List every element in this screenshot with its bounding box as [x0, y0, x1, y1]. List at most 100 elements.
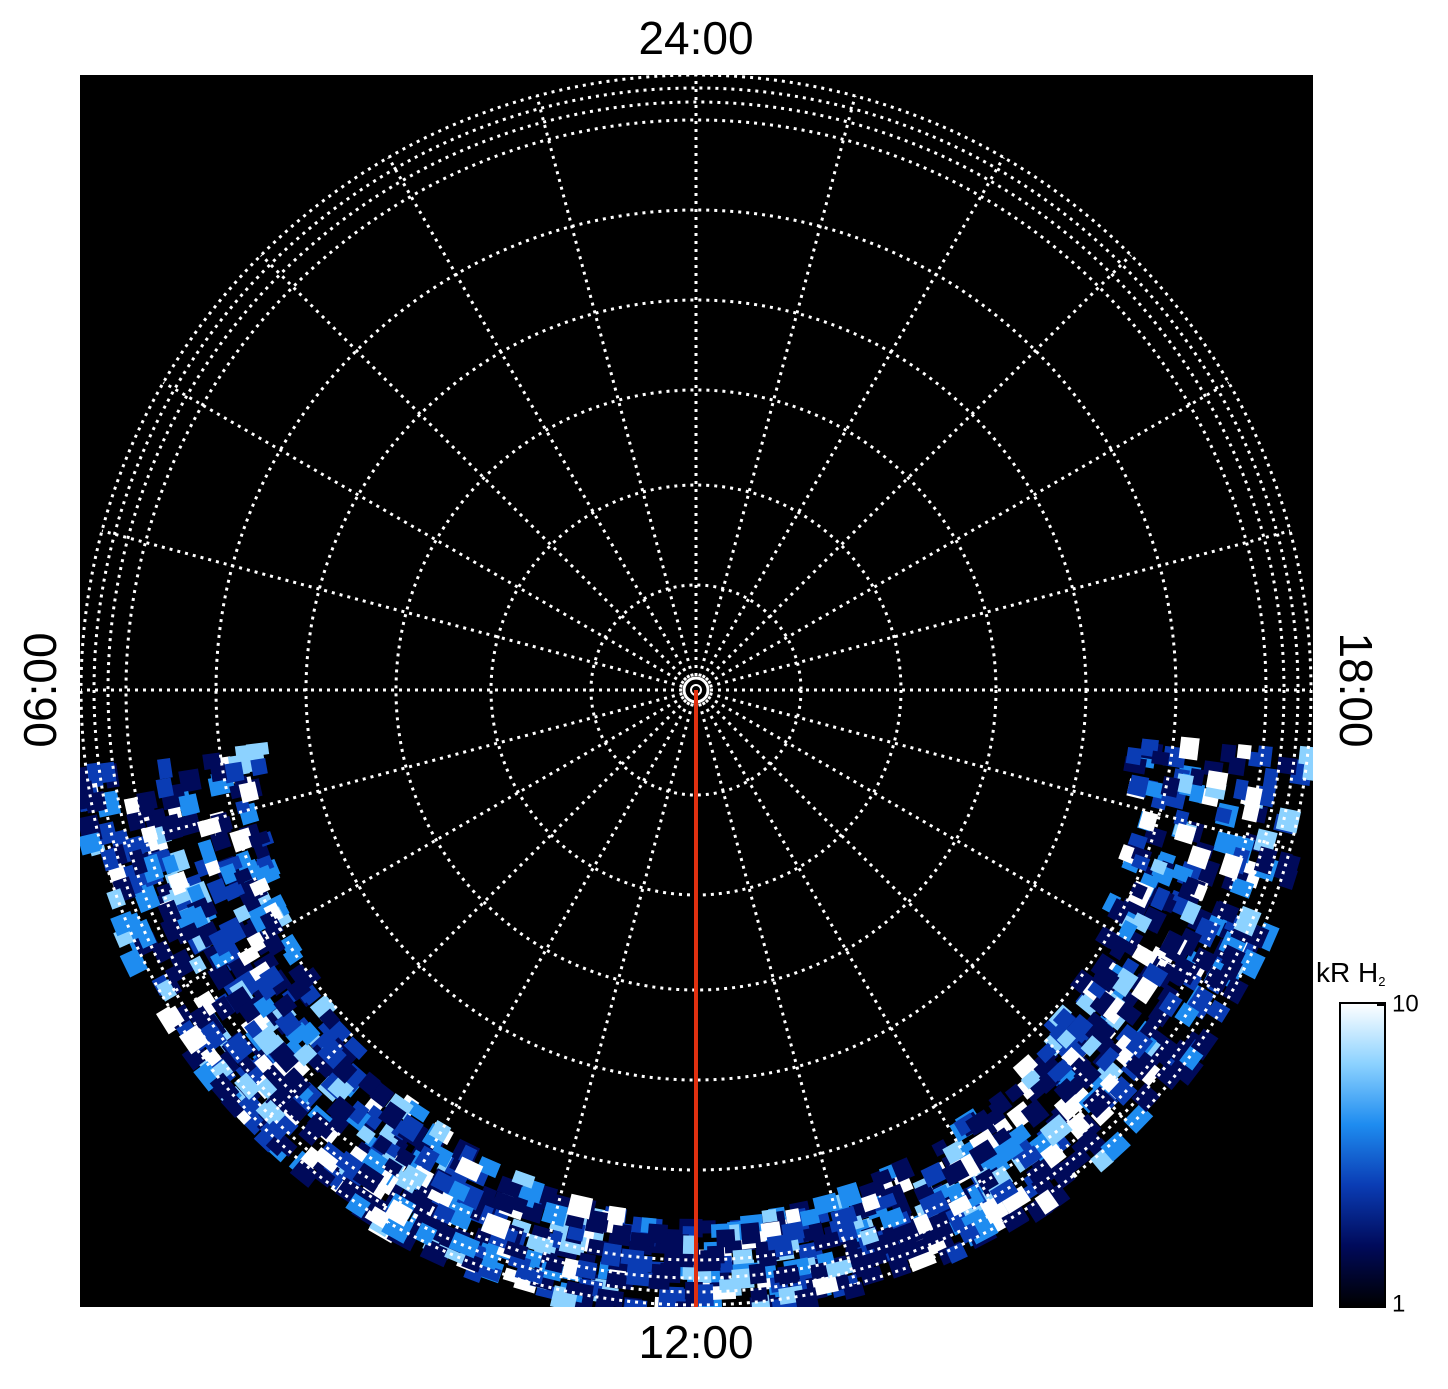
emission-patch — [758, 1249, 778, 1268]
emission-patch — [647, 1223, 669, 1244]
emission-patch — [279, 1067, 311, 1099]
emission-patch — [248, 830, 271, 848]
emission-patch — [1000, 1204, 1030, 1232]
emission-patch — [219, 863, 240, 885]
emission-patch — [155, 777, 174, 799]
emission-patch — [209, 763, 228, 783]
emission-patch — [920, 1161, 948, 1188]
emission-patch — [761, 1208, 778, 1223]
emission-patch — [1131, 944, 1158, 969]
emission-patch — [1220, 944, 1246, 968]
emission-patch — [286, 977, 311, 1002]
emission-patch — [1180, 900, 1202, 925]
emission-patch — [781, 1221, 805, 1242]
emission-patch — [1214, 806, 1233, 824]
emission-patch — [1090, 1148, 1115, 1173]
emission-patch — [157, 758, 173, 780]
emission-patch — [1116, 1001, 1142, 1027]
emission-patch — [314, 1167, 336, 1188]
emission-map — [80, 736, 1313, 1307]
emission-patch — [245, 742, 270, 758]
emission-patch — [1159, 929, 1186, 959]
emission-patch — [716, 1229, 736, 1248]
emission-patch — [1233, 905, 1262, 937]
emission-patch — [777, 1264, 800, 1286]
colorbar-label-text: kR H — [1316, 957, 1378, 988]
emission-patch — [164, 965, 183, 985]
emission-patch — [136, 790, 158, 812]
emission-patch — [279, 933, 303, 959]
latitude-circle — [106, 100, 1286, 1280]
emission-patch — [1077, 1127, 1102, 1152]
emission-patch — [1020, 1098, 1050, 1128]
emission-patch — [399, 1164, 428, 1191]
emission-patch — [1102, 996, 1129, 1025]
hour-label: 18:00 — [1330, 632, 1382, 747]
colorbar — [1339, 1002, 1386, 1308]
emission-patch — [289, 1159, 320, 1188]
emission-patch — [1082, 1086, 1115, 1119]
emission-patch — [361, 1105, 387, 1131]
emission-patch — [229, 827, 255, 853]
colorbar-label: kR H2 — [1316, 957, 1385, 989]
emission-patch — [312, 1147, 341, 1174]
emission-patch — [235, 799, 251, 815]
emission-patch — [987, 1106, 1006, 1126]
emission-patch — [259, 965, 285, 991]
emission-patch — [252, 1025, 283, 1056]
emission-patch — [1012, 1054, 1041, 1082]
emission-patch — [611, 1224, 632, 1242]
emission-patch — [1049, 1161, 1076, 1190]
emission-patch — [208, 927, 236, 957]
emission-patch — [989, 1178, 1019, 1205]
emission-patch — [223, 761, 245, 784]
emission-patch — [240, 969, 262, 995]
emission-patch — [965, 1109, 994, 1136]
emission-patch — [454, 1156, 484, 1183]
latitude-circle — [394, 388, 998, 992]
emission-patch — [600, 1242, 622, 1267]
emission-patch — [181, 1041, 211, 1071]
emission-patch — [1253, 846, 1278, 876]
emission-patch — [812, 1275, 839, 1296]
emission-patch — [648, 1274, 670, 1290]
emission-patch — [1173, 809, 1190, 827]
emission-patch — [945, 1242, 968, 1264]
emission-patch — [234, 744, 252, 760]
emission-patch — [1109, 937, 1131, 961]
emission-patch — [595, 1288, 624, 1307]
emission-patch — [544, 1254, 565, 1274]
emission-patch — [1101, 892, 1122, 915]
emission-patch — [100, 847, 120, 872]
emission-patch — [394, 1147, 416, 1169]
emission-patch — [1126, 781, 1149, 798]
emission-patch — [253, 975, 277, 1001]
emission-patch — [414, 1145, 440, 1172]
emission-patch — [160, 918, 181, 943]
emission-patch — [428, 1143, 454, 1168]
emission-patch — [356, 1124, 376, 1145]
emission-patch — [948, 1194, 973, 1217]
emission-patch — [740, 1222, 761, 1245]
emission-patch — [941, 1159, 970, 1187]
emission-patch — [461, 1252, 484, 1273]
emission-patch — [968, 1139, 998, 1167]
emission-patch — [296, 1021, 321, 1046]
emission-patch — [1080, 1035, 1102, 1057]
emission-patch — [988, 1091, 1013, 1116]
emission-patch — [350, 1185, 380, 1212]
emission-patch — [1124, 1047, 1158, 1081]
emission-patch — [1061, 1146, 1092, 1175]
emission-patch — [1158, 991, 1183, 1018]
emission-patch — [259, 911, 280, 934]
emission-patch — [1034, 1189, 1060, 1215]
emission-patch — [509, 1195, 529, 1214]
emission-patch — [1004, 1083, 1025, 1103]
emission-patch — [448, 1231, 481, 1259]
emission-patch — [1125, 1030, 1154, 1059]
emission-patch — [525, 1233, 554, 1255]
emission-patch — [1066, 1013, 1096, 1044]
emission-patch — [317, 1039, 347, 1070]
colorbar-tick-label: 1 — [1392, 1290, 1405, 1317]
emission-patch — [750, 1287, 768, 1303]
